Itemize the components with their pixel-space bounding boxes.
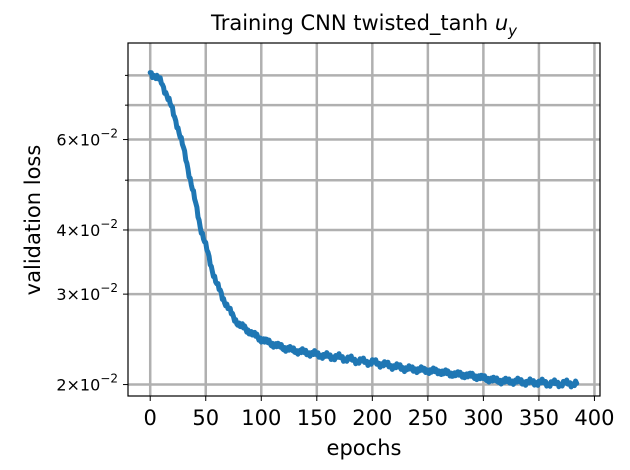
y-tick-label: 6×10−2 (56, 127, 118, 150)
x-tick-label: 300 (463, 406, 503, 430)
x-tick-label: 200 (352, 406, 392, 430)
chart-title: Training CNN twisted_tanh uy (210, 11, 518, 40)
validation-loss-line (147, 70, 580, 390)
x-tick-label: 250 (408, 406, 448, 430)
y-axis-label: validation loss (21, 145, 45, 296)
x-axis-label: epochs (327, 436, 402, 460)
series-layer (147, 70, 580, 390)
plot-frame (127, 42, 601, 397)
x-tick-label: 50 (192, 406, 219, 430)
x-tick-label: 350 (519, 406, 559, 430)
y-tick-label: 4×10−2 (56, 217, 118, 240)
x-tick-label: 150 (297, 406, 337, 430)
y-tick-label: 3×10−2 (56, 281, 118, 304)
x-tick-labels: 0 50 100 150 200 250 300 350 400 (144, 406, 615, 430)
y-tick-labels: 2×10−2 3×10−2 4×10−2 6×10−2 (56, 127, 118, 395)
y-tick-label: 2×10−2 (56, 372, 118, 395)
x-tick-label: 400 (574, 406, 614, 430)
grid (128, 43, 600, 396)
ticks (123, 74, 595, 401)
x-tick-label: 100 (241, 406, 281, 430)
x-tick-label: 0 (144, 406, 157, 430)
